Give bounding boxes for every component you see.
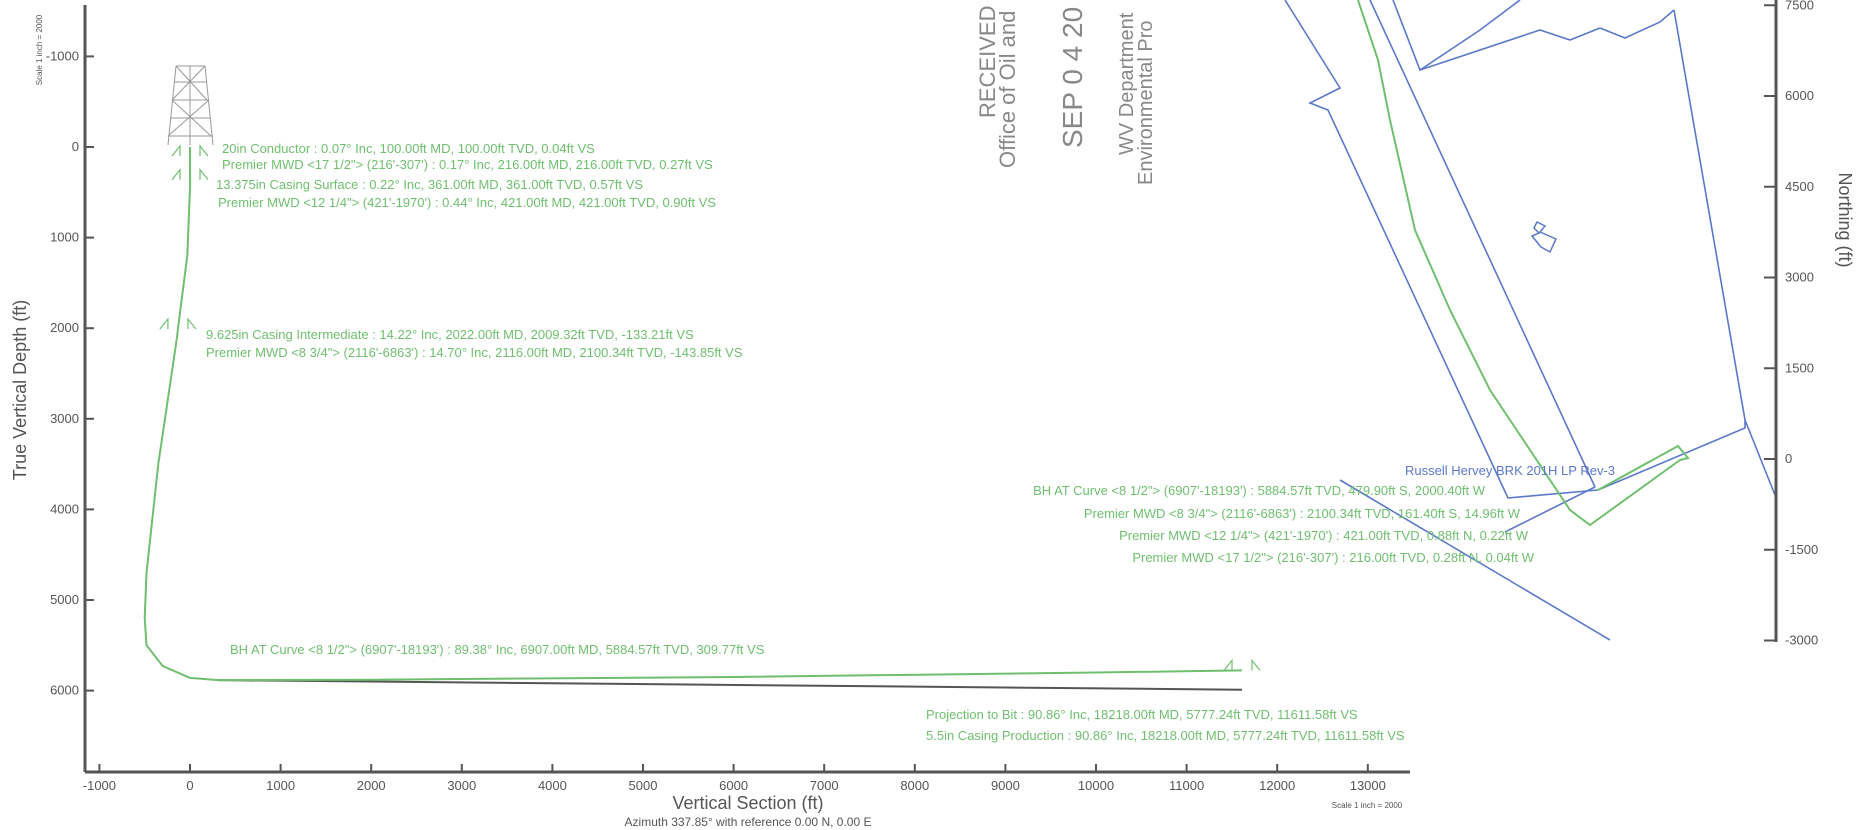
annotation-premier-mwd-17-5: Premier MWD <17 1/2"> (216'-307') : 0.17… <box>222 157 713 172</box>
x-tick-label: 5000 <box>629 778 658 793</box>
northing-tick-label: -3000 <box>1785 633 1818 648</box>
annotation-9625-casing-intermediate: 9.625in Casing Intermediate : 14.22° Inc… <box>206 327 694 342</box>
section-chart: -1000 0 1000 2000 3000 4000 5000 6000 7000 8000 90… <box>10 5 1410 829</box>
plan-view-trajectory <box>1357 0 1690 527</box>
casing-marker <box>171 144 181 157</box>
northing-tick-label: 0 <box>1785 451 1792 466</box>
casing-marker <box>199 144 209 157</box>
annotation-premier-mwd-8-75: Premier MWD <8 3/4"> (2116'-6863') : 14.… <box>206 345 743 360</box>
annotation-premier-mwd-12-25: Premier MWD <12 1/4"> (421'-1970') : 0.4… <box>218 195 716 210</box>
stamp-line-date: SEP 0 4 20 <box>1057 7 1088 148</box>
casing-marker <box>171 167 181 181</box>
casing-marker <box>1251 658 1261 671</box>
y-tick-label: -1000 <box>46 48 79 63</box>
northing-tick-label: 1500 <box>1785 360 1814 375</box>
stamp-line-env: Environmental Pro <box>1135 20 1157 185</box>
casing-marker <box>1223 658 1233 671</box>
section-x-ticks: -1000 0 1000 2000 3000 4000 5000 6000 7000 8000 90… <box>83 764 1386 793</box>
x-tick-label: 13000 <box>1350 778 1386 793</box>
casing-marker <box>159 317 169 330</box>
x-tick-label: 8000 <box>900 778 929 793</box>
northing-tick-label: 4500 <box>1785 179 1814 194</box>
casing-markers <box>159 144 1261 671</box>
plan-annotation-premier-mwd-17-5: Premier MWD <17 1/2"> (216'-307') : 216.… <box>1132 550 1534 565</box>
x-tick-label: 10000 <box>1078 778 1114 793</box>
northing-tick-label: 3000 <box>1785 270 1814 285</box>
pad-marker-icon <box>1530 220 1558 254</box>
annotation-20in-conductor: 20in Conductor : 0.07° Inc, 100.00ft MD,… <box>222 141 595 156</box>
annotation-13375-casing-surface: 13.375in Casing Surface : 0.22° Inc, 361… <box>216 177 643 192</box>
x-tick-label: 0 <box>186 778 193 793</box>
actual-wellbore-line <box>143 147 1243 682</box>
x-tick-label: 3000 <box>447 778 476 793</box>
scale-note-left: Scale 1 inch = 2000 <box>35 14 44 85</box>
stamp-line-wv-dept: WV Department <box>1116 12 1138 155</box>
stamp-line-office: Office of Oil and <box>995 11 1020 168</box>
y-tick-label: 1000 <box>50 230 79 245</box>
y-tick-label: 3000 <box>50 411 79 426</box>
x-tick-label: 11000 <box>1169 778 1204 793</box>
annotation-bh-at-curve: BH AT Curve <8 1/2"> (6907'-18193') : 89… <box>230 642 765 657</box>
plan-wellbore-line <box>218 679 1243 691</box>
plan-title: Russell Hervey BRK 201H LP Rev-3 <box>1405 463 1615 478</box>
x-tick-label: 12000 <box>1259 778 1295 793</box>
annotation-55-casing-production: 5.5in Casing Production : 90.86° Inc, 18… <box>926 728 1405 743</box>
x-tick-label: 2000 <box>357 778 386 793</box>
plan-annotation-bh-at-curve: BH AT Curve <8 1/2"> (6907'-18193') : 58… <box>1033 483 1486 498</box>
lease-boundary-lines <box>1284 0 1776 641</box>
section-y-axis-label: True Vertical Depth (ft) <box>10 300 30 480</box>
received-stamp: RECEIVED Office of Oil and SEP 0 4 20 WV… <box>975 6 1157 185</box>
northing-tick-label: 6000 <box>1785 88 1814 103</box>
northing-tick-label: 7500 <box>1785 0 1814 12</box>
section-x-axis-label: Vertical Section (ft) <box>672 793 823 813</box>
x-tick-label: 4000 <box>538 778 567 793</box>
x-tick-label: 9000 <box>991 778 1020 793</box>
x-tick-label: 7000 <box>810 778 839 793</box>
northing-axis-label: Northing (ft) <box>1835 172 1855 267</box>
plan-annotation-premier-mwd-8-75: Premier MWD <8 3/4"> (2116'-6863') : 210… <box>1084 506 1521 521</box>
x-tick-label: -1000 <box>83 778 116 793</box>
annotation-projection-to-bit: Projection to Bit : 90.86° Inc, 18218.00… <box>926 707 1358 722</box>
northing-tick-label: -1500 <box>1785 542 1818 557</box>
y-tick-label: 5000 <box>50 592 79 607</box>
derrick-icon <box>167 65 214 146</box>
x-tick-label: 6000 <box>719 778 748 793</box>
section-subtitle: Azimuth 337.85° with reference 0.00 N, 0… <box>625 815 872 829</box>
y-tick-label: 2000 <box>50 320 79 335</box>
x-tick-label: 1000 <box>266 778 295 793</box>
northing-ticks: 7500 6000 4500 3000 1500 0 -1500 -3000 <box>1764 0 1818 648</box>
plan-annotation-premier-mwd-12-25: Premier MWD <12 1/4"> (421'-1970') : 421… <box>1119 528 1529 543</box>
section-y-ticks: -1000 0 1000 2000 3000 4000 5000 6000 <box>46 48 94 698</box>
stamp-line-received: RECEIVED <box>975 6 1000 118</box>
plan-chart: 7500 6000 4500 3000 1500 0 -1500 -3000 Northing… <box>1033 0 1855 648</box>
casing-marker <box>199 167 209 181</box>
y-tick-label: 6000 <box>50 683 79 698</box>
y-tick-label: 4000 <box>50 501 79 516</box>
y-tick-label: 0 <box>72 139 79 154</box>
scale-note-bottom: Scale 1 inch = 2000 <box>1332 801 1403 810</box>
casing-marker <box>187 317 197 330</box>
